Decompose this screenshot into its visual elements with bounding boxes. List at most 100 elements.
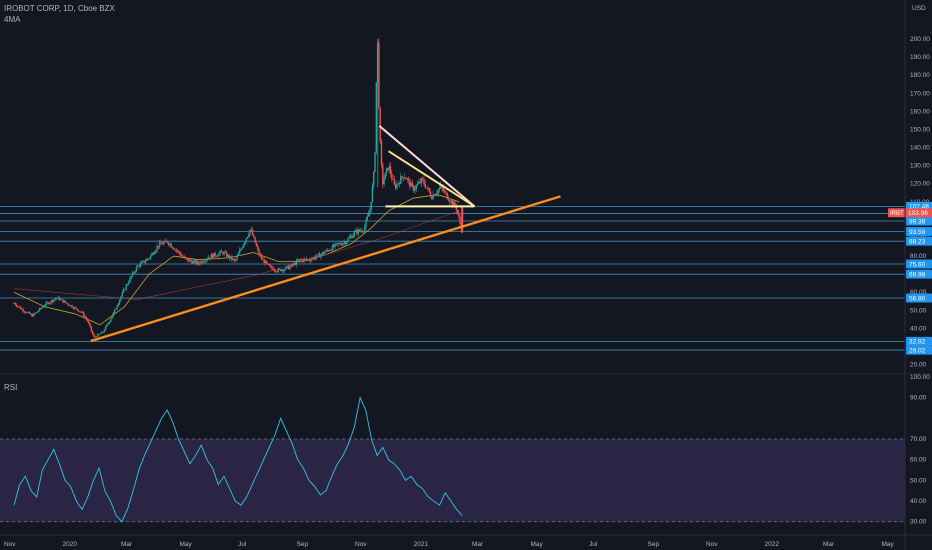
candle-body: [366, 216, 368, 221]
candle-body: [14, 303, 16, 305]
candle-body: [450, 200, 452, 203]
candle-body: [419, 181, 421, 183]
candle-body: [76, 308, 78, 310]
candle-body: [202, 261, 205, 263]
candle-body: [284, 269, 286, 271]
candle-body: [99, 333, 102, 335]
time-tick-label: 2021: [414, 541, 429, 548]
candle-body: [33, 313, 36, 315]
candle-body: [418, 181, 420, 184]
candle-body: [120, 296, 122, 300]
candle-body: [68, 305, 71, 307]
price-pane: 20.0030.0040.0050.0060.0080.0090.00100.0…: [0, 5, 932, 369]
candle-body: [17, 306, 19, 308]
last-price-tag: [888, 208, 932, 218]
level-tag: [906, 336, 932, 346]
candle-body: [358, 229, 361, 231]
candle-body: [200, 261, 202, 264]
level-tag-label: 107.48: [909, 204, 929, 211]
candle-body: [347, 238, 349, 242]
candle-body: [445, 191, 447, 193]
price-tick-label: 150.00: [910, 126, 930, 133]
candle-body: [313, 257, 316, 259]
level-tag: [906, 269, 932, 279]
candle-body: [204, 261, 206, 263]
candle-body: [36, 311, 38, 313]
candle-body: [63, 300, 65, 303]
candle-body: [342, 243, 344, 246]
candle-body: [55, 298, 58, 299]
candle-body: [222, 252, 224, 255]
candle-body: [188, 259, 191, 262]
candle-body: [380, 140, 383, 165]
candle-body: [88, 321, 90, 324]
rsi-line: [13, 396, 463, 523]
candle-body: [206, 258, 209, 260]
candle-body: [393, 178, 396, 185]
candle-body: [287, 265, 290, 270]
candle-body: [184, 256, 187, 259]
candle-body: [191, 261, 193, 264]
candle-body: [304, 258, 307, 260]
candle-body: [446, 192, 448, 199]
candle-body: [259, 254, 261, 256]
candle-body: [217, 255, 219, 257]
candle-body: [170, 243, 173, 248]
candle-body: [142, 260, 144, 262]
candle-body: [164, 240, 166, 243]
candle-body: [129, 277, 131, 283]
candle-body: [454, 201, 456, 207]
candle-body: [449, 200, 451, 203]
candle-body: [171, 247, 174, 249]
long-moving-average-line: [13, 210, 460, 300]
candle-body: [352, 235, 354, 238]
candle-body: [441, 185, 443, 189]
candle-body: [396, 183, 398, 189]
symbol-tag-label: IRBT: [890, 211, 904, 217]
candle-body: [44, 305, 46, 307]
candle-body: [219, 251, 222, 254]
candle-body: [293, 263, 295, 266]
candle-body: [330, 250, 332, 251]
candle-body: [428, 187, 430, 192]
candle-body: [85, 317, 87, 320]
candle-body: [339, 243, 341, 245]
candle-body: [98, 333, 100, 335]
candle-body: [168, 242, 170, 245]
candle-body: [67, 303, 69, 306]
candle-body: [213, 252, 215, 258]
candle-body: [260, 255, 263, 259]
level-tag-label: 93.58: [909, 229, 926, 236]
candle-body: [147, 258, 149, 260]
candle-body: [111, 316, 113, 320]
candle-body: [343, 242, 345, 244]
candle-body: [410, 182, 412, 187]
last-price-label: 103.96: [908, 210, 928, 217]
candle-body: [70, 305, 72, 307]
candle-body: [383, 179, 385, 185]
candle-body: [242, 244, 245, 248]
candle-body: [91, 331, 94, 335]
candle-body: [28, 311, 31, 314]
candle-body: [103, 330, 105, 333]
candle-body: [115, 308, 117, 310]
candle-body: [271, 266, 273, 269]
level-tag: [906, 345, 932, 355]
candle-body: [112, 312, 114, 317]
time-axis[interactable]: Nov 2020 Mar May Jul Sep Nov 2021 Mar May Jul Sep No…: [4, 541, 895, 548]
candle-body: [409, 179, 411, 187]
level-tag: [906, 216, 932, 226]
candle-body: [394, 184, 397, 189]
candle-body: [15, 304, 18, 307]
candle-body: [344, 242, 347, 245]
candle-body: [232, 259, 234, 260]
candle-body: [50, 300, 53, 303]
candle-body: [244, 242, 246, 245]
candle-body: [49, 302, 51, 304]
candle-body: [262, 258, 264, 260]
candle-body: [263, 259, 265, 264]
candle-body: [205, 259, 207, 262]
candle-body: [240, 248, 242, 251]
candle-body: [86, 319, 89, 322]
